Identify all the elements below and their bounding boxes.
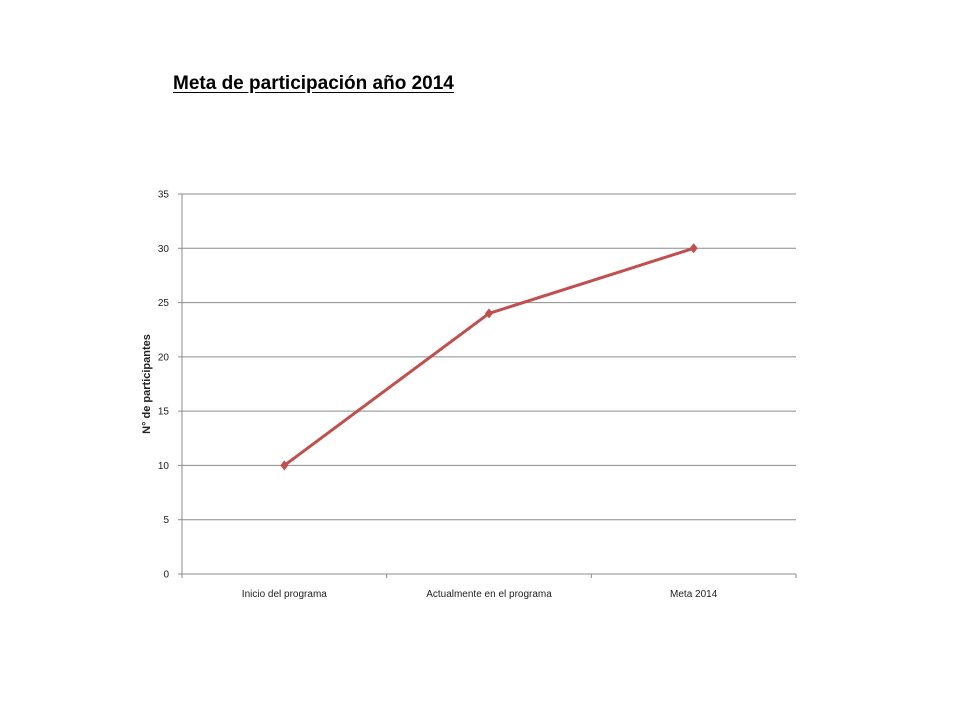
y-axis-title: N° de participantes bbox=[141, 334, 153, 434]
y-tick-label: 5 bbox=[163, 515, 169, 526]
x-tick-labels: Inicio del programa Actualmente en el pro… bbox=[242, 589, 718, 600]
data-point-marker bbox=[485, 308, 493, 319]
y-tick-label: 25 bbox=[158, 298, 170, 309]
x-tick-label: Actualmente en el programa bbox=[426, 589, 552, 600]
series-layer bbox=[280, 243, 698, 471]
data-point-marker bbox=[280, 460, 289, 471]
y-tick-label: 15 bbox=[158, 407, 170, 418]
slide-title: Meta de participación año 2014 bbox=[173, 73, 454, 94]
x-tick-label: Meta 2014 bbox=[670, 589, 718, 600]
y-tick-label: 30 bbox=[158, 244, 170, 255]
y-tick-labels: 0 5 10 15 20 25 30 35 bbox=[158, 190, 170, 581]
gridlines bbox=[182, 193, 796, 521]
y-tick-label: 35 bbox=[158, 190, 170, 201]
axes bbox=[178, 193, 797, 578]
y-tick-label: 20 bbox=[158, 352, 170, 363]
data-point-marker bbox=[689, 243, 698, 254]
y-tick-label: 0 bbox=[163, 570, 169, 581]
y-tick-label: 10 bbox=[158, 461, 170, 472]
x-tick-label: Inicio del programa bbox=[242, 589, 327, 600]
